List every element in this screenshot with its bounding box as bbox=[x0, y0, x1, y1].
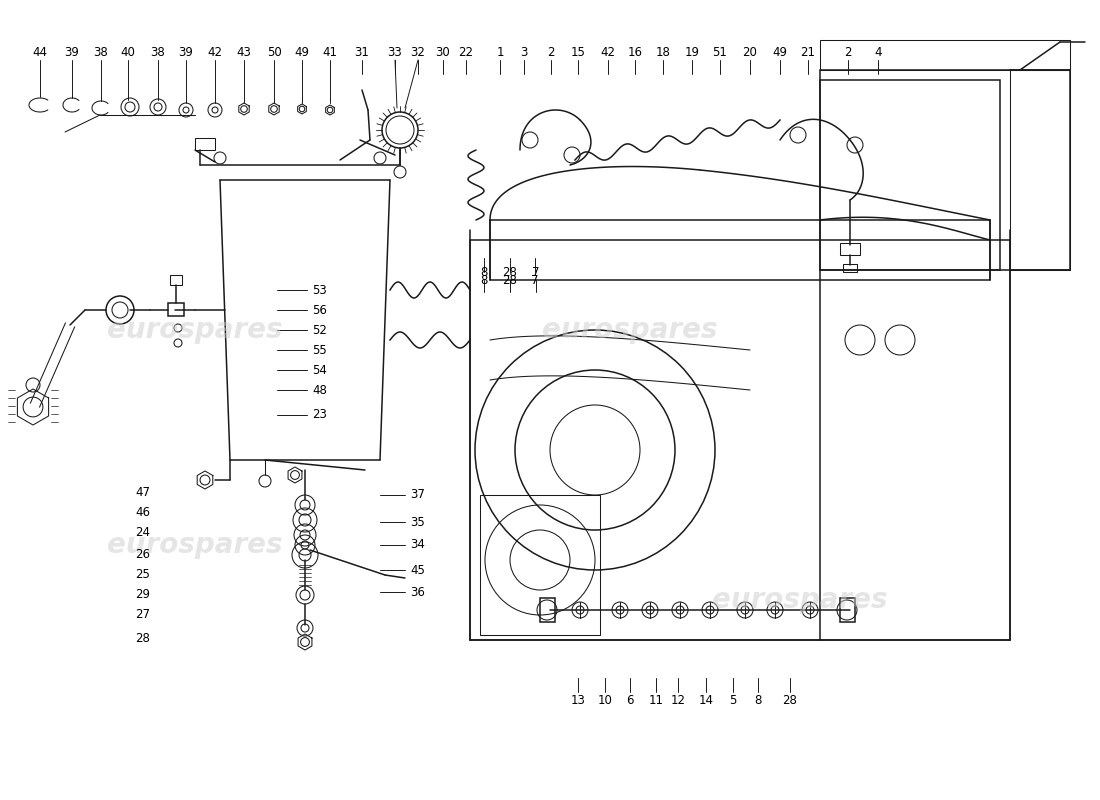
Text: 45: 45 bbox=[410, 563, 425, 577]
Text: eurospares: eurospares bbox=[108, 531, 283, 559]
Text: 10: 10 bbox=[597, 694, 613, 706]
Text: 4: 4 bbox=[874, 46, 882, 58]
Bar bbox=[820, 70, 1070, 270]
Text: 35: 35 bbox=[410, 515, 425, 529]
Bar bbox=[195, 138, 214, 150]
Text: 22: 22 bbox=[459, 46, 473, 58]
Bar bbox=[820, 40, 1070, 70]
Text: 51: 51 bbox=[713, 46, 727, 58]
Text: 7: 7 bbox=[532, 266, 540, 278]
Bar bbox=[1010, 70, 1070, 270]
Text: eurospares: eurospares bbox=[542, 316, 717, 344]
Bar bbox=[840, 598, 855, 622]
Text: 7: 7 bbox=[531, 274, 539, 286]
Bar bbox=[840, 243, 860, 255]
Text: 28: 28 bbox=[503, 274, 517, 286]
Bar bbox=[480, 495, 600, 635]
Text: eurospares: eurospares bbox=[108, 316, 283, 344]
Text: 28: 28 bbox=[503, 266, 517, 278]
Text: 39: 39 bbox=[178, 46, 194, 58]
Text: 5: 5 bbox=[729, 694, 737, 706]
Bar bbox=[843, 264, 857, 272]
Text: 47: 47 bbox=[135, 486, 150, 498]
Text: 28: 28 bbox=[135, 631, 150, 645]
Text: 36: 36 bbox=[410, 586, 425, 598]
Text: 20: 20 bbox=[742, 46, 758, 58]
Text: 6: 6 bbox=[626, 694, 634, 706]
Text: 48: 48 bbox=[312, 383, 327, 397]
Text: 43: 43 bbox=[236, 46, 252, 58]
Text: 24: 24 bbox=[135, 526, 150, 539]
Text: 34: 34 bbox=[410, 538, 425, 551]
Text: 11: 11 bbox=[649, 694, 663, 706]
Text: 16: 16 bbox=[627, 46, 642, 58]
Text: 8: 8 bbox=[481, 274, 487, 286]
Text: 18: 18 bbox=[656, 46, 670, 58]
Bar bbox=[170, 275, 182, 285]
Text: 38: 38 bbox=[94, 46, 109, 58]
Bar bbox=[540, 598, 556, 622]
Text: 27: 27 bbox=[135, 609, 150, 622]
Bar bbox=[168, 303, 184, 316]
Text: 2: 2 bbox=[845, 46, 851, 58]
Text: 14: 14 bbox=[698, 694, 714, 706]
Text: 8: 8 bbox=[755, 694, 761, 706]
Text: 42: 42 bbox=[208, 46, 222, 58]
Text: 21: 21 bbox=[801, 46, 815, 58]
Text: 53: 53 bbox=[312, 283, 327, 297]
Text: 54: 54 bbox=[312, 363, 327, 377]
Text: 13: 13 bbox=[571, 694, 585, 706]
Text: 49: 49 bbox=[772, 46, 788, 58]
Text: 26: 26 bbox=[135, 547, 150, 561]
Text: 29: 29 bbox=[135, 589, 150, 602]
Text: 23: 23 bbox=[312, 409, 327, 422]
Text: 38: 38 bbox=[151, 46, 165, 58]
Text: 31: 31 bbox=[354, 46, 370, 58]
Text: 46: 46 bbox=[135, 506, 150, 518]
Text: 55: 55 bbox=[312, 343, 327, 357]
Text: 41: 41 bbox=[322, 46, 338, 58]
Text: 56: 56 bbox=[312, 303, 327, 317]
Text: 42: 42 bbox=[601, 46, 616, 58]
Text: 33: 33 bbox=[387, 46, 403, 58]
Text: 25: 25 bbox=[135, 567, 150, 581]
Text: eurospares: eurospares bbox=[713, 586, 888, 614]
Text: 30: 30 bbox=[436, 46, 450, 58]
Text: 32: 32 bbox=[410, 46, 426, 58]
Text: 39: 39 bbox=[65, 46, 79, 58]
Text: 12: 12 bbox=[671, 694, 685, 706]
Text: 28: 28 bbox=[782, 694, 797, 706]
Bar bbox=[820, 80, 1000, 270]
Text: 44: 44 bbox=[33, 46, 47, 58]
Bar bbox=[470, 240, 1010, 640]
Text: 15: 15 bbox=[571, 46, 585, 58]
Text: 50: 50 bbox=[266, 46, 282, 58]
Text: 52: 52 bbox=[312, 323, 327, 337]
Text: 40: 40 bbox=[121, 46, 135, 58]
Bar bbox=[490, 220, 990, 280]
Text: 19: 19 bbox=[684, 46, 700, 58]
Text: 37: 37 bbox=[410, 489, 425, 502]
Text: 1: 1 bbox=[496, 46, 504, 58]
Text: 8: 8 bbox=[481, 266, 487, 278]
Text: 2: 2 bbox=[548, 46, 554, 58]
Text: 49: 49 bbox=[295, 46, 309, 58]
Text: 3: 3 bbox=[520, 46, 528, 58]
